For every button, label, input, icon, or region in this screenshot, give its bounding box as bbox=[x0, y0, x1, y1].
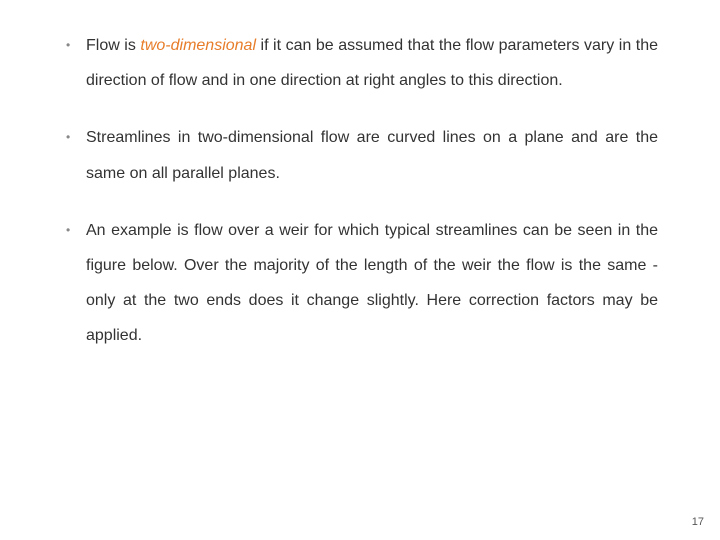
bullet-text-pre: Flow is bbox=[86, 37, 140, 54]
list-item: Flow is two-dimensional if it can be ass… bbox=[62, 28, 658, 98]
bullet-emphasis: two-dimensional bbox=[140, 37, 256, 54]
bullet-list: Flow is two-dimensional if it can be ass… bbox=[62, 28, 658, 354]
slide: Flow is two-dimensional if it can be ass… bbox=[0, 0, 720, 540]
list-item: Streamlines in two-dimensional flow are … bbox=[62, 120, 658, 190]
bullet-text-pre: An example is flow over a weir for which… bbox=[86, 222, 658, 345]
bullet-text-pre: Streamlines in two-dimensional flow are … bbox=[86, 129, 658, 181]
list-item: An example is flow over a weir for which… bbox=[62, 213, 658, 354]
page-number: 17 bbox=[692, 516, 704, 528]
